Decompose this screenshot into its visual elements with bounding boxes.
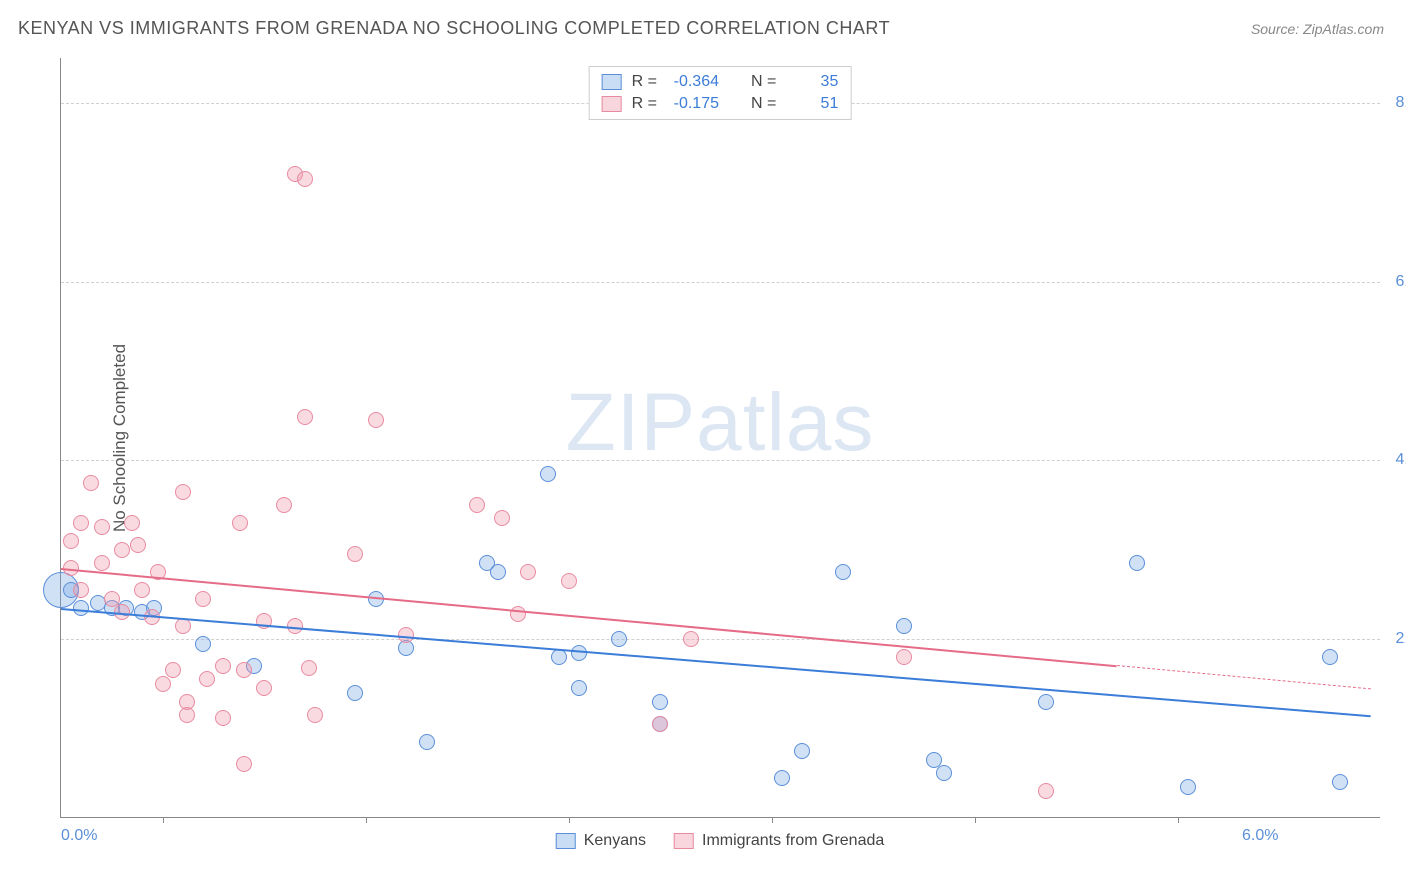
scatter-point-grenada [73, 582, 89, 598]
scatter-point-grenada [130, 537, 146, 553]
chart-area: ZIPatlas 2.0%4.0%6.0%8.0%0.0%6.0% No Sch… [60, 58, 1380, 818]
scatter-point-grenada [347, 546, 363, 562]
legend-item-kenyans: Kenyans [556, 832, 646, 850]
x-tick [975, 817, 976, 823]
scatter-point-grenada [683, 631, 699, 647]
gridline-h [61, 639, 1380, 640]
scatter-point-kenyans [551, 649, 567, 665]
y-axis-title: No Schooling Completed [110, 344, 130, 532]
series-legend: Kenyans Immigrants from Grenada [556, 832, 885, 850]
scatter-point-grenada [469, 497, 485, 513]
legend-row-kenyans: R = -0.364 N = 35 [602, 71, 839, 93]
y-tick-label: 8.0% [1396, 94, 1406, 112]
gridline-h [61, 282, 1380, 283]
scatter-point-grenada [94, 555, 110, 571]
scatter-point-kenyans [896, 618, 912, 634]
scatter-point-grenada [276, 497, 292, 513]
legend-row-grenada: R = -0.175 N = 51 [602, 93, 839, 115]
scatter-point-grenada [494, 510, 510, 526]
scatter-point-grenada [175, 484, 191, 500]
scatter-point-grenada [896, 649, 912, 665]
scatter-point-kenyans [936, 765, 952, 781]
scatter-point-grenada [307, 707, 323, 723]
gridline-h [61, 460, 1380, 461]
scatter-point-grenada [561, 573, 577, 589]
plot-region: 2.0%4.0%6.0%8.0%0.0%6.0% [60, 58, 1380, 818]
y-tick-label: 2.0% [1396, 630, 1406, 648]
scatter-point-kenyans [1180, 779, 1196, 795]
swatch-blue [602, 74, 622, 90]
scatter-point-kenyans [835, 564, 851, 580]
scatter-point-kenyans [611, 631, 627, 647]
scatter-point-kenyans [195, 636, 211, 652]
scatter-point-kenyans [1332, 774, 1348, 790]
scatter-point-kenyans [540, 466, 556, 482]
correlation-legend: R = -0.364 N = 35 R = -0.175 N = 51 [589, 66, 852, 120]
x-tick [772, 817, 773, 823]
swatch-pink [674, 833, 694, 849]
scatter-point-grenada [83, 475, 99, 491]
y-tick-label: 4.0% [1396, 451, 1406, 469]
x-axis-label: 6.0% [1242, 827, 1278, 845]
scatter-point-grenada [510, 606, 526, 622]
scatter-point-grenada [114, 542, 130, 558]
scatter-point-grenada [215, 658, 231, 674]
scatter-point-grenada [297, 171, 313, 187]
header: KENYAN VS IMMIGRANTS FROM GRENADA NO SCH… [0, 0, 1406, 49]
scatter-point-kenyans [1129, 555, 1145, 571]
scatter-point-grenada [1038, 783, 1054, 799]
scatter-point-kenyans [1038, 694, 1054, 710]
scatter-point-grenada [297, 409, 313, 425]
x-axis-label: 0.0% [61, 827, 97, 845]
scatter-point-grenada [165, 662, 181, 678]
swatch-blue [556, 833, 576, 849]
scatter-point-grenada [155, 676, 171, 692]
scatter-point-grenada [236, 756, 252, 772]
x-tick [366, 817, 367, 823]
scatter-point-grenada [195, 591, 211, 607]
scatter-point-grenada [232, 515, 248, 531]
scatter-point-grenada [398, 627, 414, 643]
scatter-point-kenyans [347, 685, 363, 701]
scatter-point-grenada [301, 660, 317, 676]
scatter-point-kenyans [490, 564, 506, 580]
scatter-point-grenada [368, 412, 384, 428]
swatch-pink [602, 96, 622, 112]
scatter-point-kenyans [794, 743, 810, 759]
x-tick [1178, 817, 1179, 823]
scatter-point-grenada [134, 582, 150, 598]
scatter-point-grenada [256, 680, 272, 696]
scatter-point-grenada [179, 707, 195, 723]
scatter-point-kenyans [1322, 649, 1338, 665]
chart-container: KENYAN VS IMMIGRANTS FROM GRENADA NO SCH… [0, 0, 1406, 892]
scatter-point-grenada [94, 519, 110, 535]
x-tick [163, 817, 164, 823]
trend-line [1117, 665, 1371, 689]
scatter-point-grenada [199, 671, 215, 687]
scatter-point-kenyans [774, 770, 790, 786]
scatter-point-grenada [63, 533, 79, 549]
chart-title: KENYAN VS IMMIGRANTS FROM GRENADA NO SCH… [18, 18, 890, 39]
scatter-point-grenada [652, 716, 668, 732]
scatter-point-grenada [215, 710, 231, 726]
scatter-point-kenyans [73, 600, 89, 616]
scatter-point-grenada [520, 564, 536, 580]
legend-item-grenada: Immigrants from Grenada [674, 832, 884, 850]
scatter-point-grenada [236, 662, 252, 678]
scatter-point-grenada [73, 515, 89, 531]
x-tick [569, 817, 570, 823]
scatter-point-kenyans [652, 694, 668, 710]
scatter-point-kenyans [419, 734, 435, 750]
scatter-point-kenyans [571, 680, 587, 696]
scatter-point-grenada [124, 515, 140, 531]
source-attribution: Source: ZipAtlas.com [1251, 21, 1384, 37]
y-tick-label: 6.0% [1396, 273, 1406, 291]
